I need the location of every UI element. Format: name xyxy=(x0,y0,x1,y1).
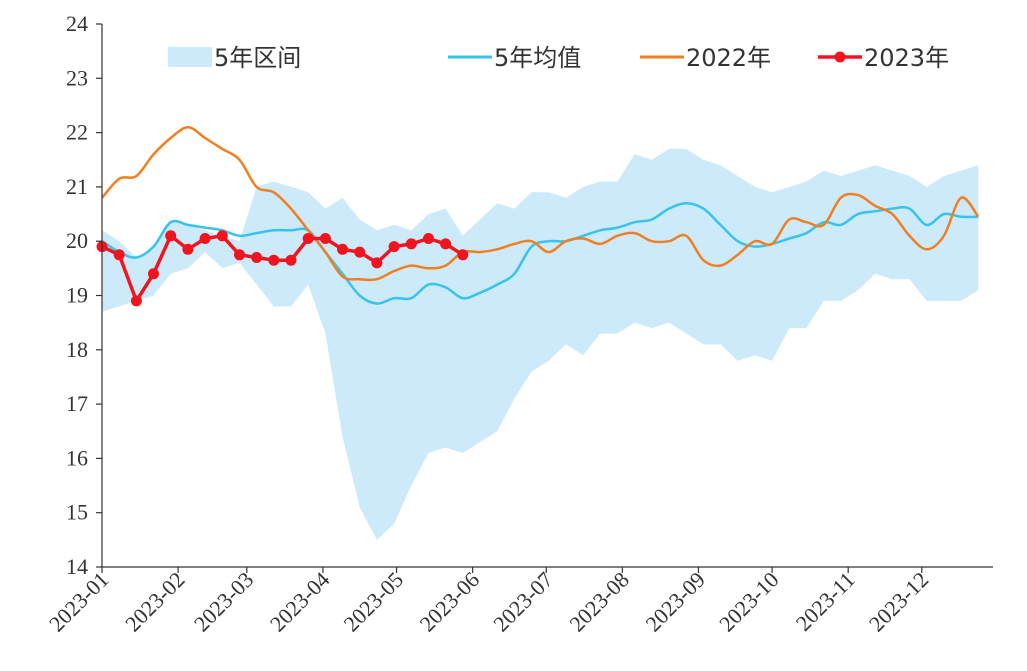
x-tick-label-2023-10: 2023-10 xyxy=(714,567,784,637)
point-2023-12 xyxy=(285,254,297,266)
point-2023-20 xyxy=(423,233,434,244)
x-tick-label-2023-09: 2023-09 xyxy=(640,567,710,637)
point-2023-18 xyxy=(388,241,400,253)
y-tick-label-17: 17 xyxy=(66,391,88,416)
point-2023-6 xyxy=(182,243,194,255)
y-tick-label-15: 15 xyxy=(66,500,88,525)
point-2023-5 xyxy=(165,230,177,242)
x-tick-label-2023-12: 2023-12 xyxy=(864,567,934,637)
y-tick-label-21: 21 xyxy=(66,174,88,199)
point-2023-2 xyxy=(113,249,125,261)
point-2023-22 xyxy=(457,249,469,261)
point-2023-10 xyxy=(251,252,263,263)
point-2023-19 xyxy=(405,238,417,250)
point-2023-7 xyxy=(199,233,211,244)
legend-label-2: 5年均值 xyxy=(494,44,581,72)
point-2023-21 xyxy=(440,238,452,250)
x-tick-label-2023-04: 2023-04 xyxy=(265,567,335,637)
point-2023-16 xyxy=(354,246,366,258)
y-tick-label-18: 18 xyxy=(66,337,88,362)
point-2023-8 xyxy=(216,230,228,242)
y-tick-label-16: 16 xyxy=(66,445,88,470)
x-tick-label-2023-08: 2023-08 xyxy=(564,567,634,637)
x-tick-label-2023-06: 2023-06 xyxy=(415,567,485,637)
y-tick-label-24: 24 xyxy=(66,11,88,36)
legend-swatch-marker xyxy=(834,51,846,63)
point-2023-11 xyxy=(268,254,280,266)
point-2023-9 xyxy=(234,249,245,261)
point-2023-17 xyxy=(371,257,383,269)
point-2023-3 xyxy=(130,295,142,307)
x-tick-label-2023-11: 2023-11 xyxy=(791,567,860,636)
point-2023-14 xyxy=(319,233,331,244)
y-tick-label-14: 14 xyxy=(66,554,88,579)
legend-label-4: 2023年 xyxy=(864,44,949,72)
point-2023-15 xyxy=(337,243,348,255)
range-band xyxy=(102,148,979,540)
legend: 5年区间 5年均值 2022年 2023年 xyxy=(168,44,949,72)
point-2023-4 xyxy=(148,268,159,280)
band-layer xyxy=(102,148,979,540)
y-tick-label-20: 20 xyxy=(66,228,88,253)
legend-label-1: 5年区间 xyxy=(214,44,301,72)
x-tick-label-2023-03: 2023-03 xyxy=(189,567,259,637)
series-line-5yr-mean xyxy=(101,201,979,305)
legend-label-3: 2022年 xyxy=(686,44,771,72)
x-tick-label-2023-02: 2023-02 xyxy=(120,567,190,637)
y-tick-label-23: 23 xyxy=(66,65,88,90)
y-tick-label-22: 22 xyxy=(66,120,88,145)
series-line-2022 xyxy=(101,125,980,282)
series-layer xyxy=(96,125,980,307)
x-tick-label-2023-07: 2023-07 xyxy=(488,567,558,637)
x-tick-label-2023-05: 2023-05 xyxy=(339,567,409,637)
y-tick-label-19: 19 xyxy=(66,283,88,308)
series-line-2023 xyxy=(101,234,464,303)
legend-swatch-band xyxy=(168,47,212,67)
point-2023-13 xyxy=(302,233,314,244)
